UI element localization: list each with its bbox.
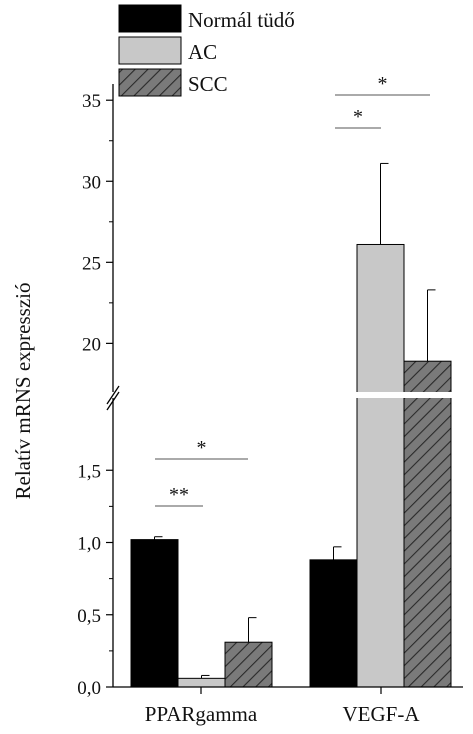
bar-vegf-a-scc (403, 360, 452, 688)
legend-label: Normál tüdő (188, 8, 295, 32)
significance-label: * (197, 437, 207, 459)
y-upper-tick-label: 30 (82, 172, 101, 193)
legend-swatch (118, 4, 182, 33)
legend-swatch (118, 36, 182, 65)
bar-ppargamma-normál-tüdő (130, 539, 179, 688)
x-tick-label-vegf-a: VEGF-A (343, 702, 421, 726)
significance-label: * (378, 73, 388, 95)
bar-vegf-a-ac (356, 243, 405, 688)
bar-ppargamma-scc (224, 641, 273, 688)
legend-label: SCC (188, 72, 228, 96)
y-upper-tick-label: 25 (82, 253, 101, 274)
y-lower-tick-label: 0,0 (77, 678, 101, 699)
significance-label: ** (169, 484, 189, 506)
axis-break-gap (107, 392, 463, 398)
legend-label: AC (188, 40, 217, 64)
y-lower-tick-label: 0,5 (77, 606, 101, 627)
legend-swatch (118, 68, 182, 97)
y-lower-tick-label: 1,0 (77, 534, 101, 555)
y-axis-title: Relatív mRNS expresszió (11, 283, 35, 500)
bar-vegf-a-normál-tüdő (309, 559, 358, 688)
y-lower-tick-label: 1,5 (77, 461, 101, 482)
y-upper-tick-label: 20 (82, 334, 101, 355)
significance-label: * (353, 106, 363, 128)
y-upper-tick-label: 35 (82, 91, 101, 112)
axis-break-mark (106, 385, 120, 405)
bar-ppargamma-ac (177, 677, 226, 688)
x-tick-label-ppargamma: PPARgamma (145, 702, 258, 726)
axis-break-mark (106, 391, 120, 411)
